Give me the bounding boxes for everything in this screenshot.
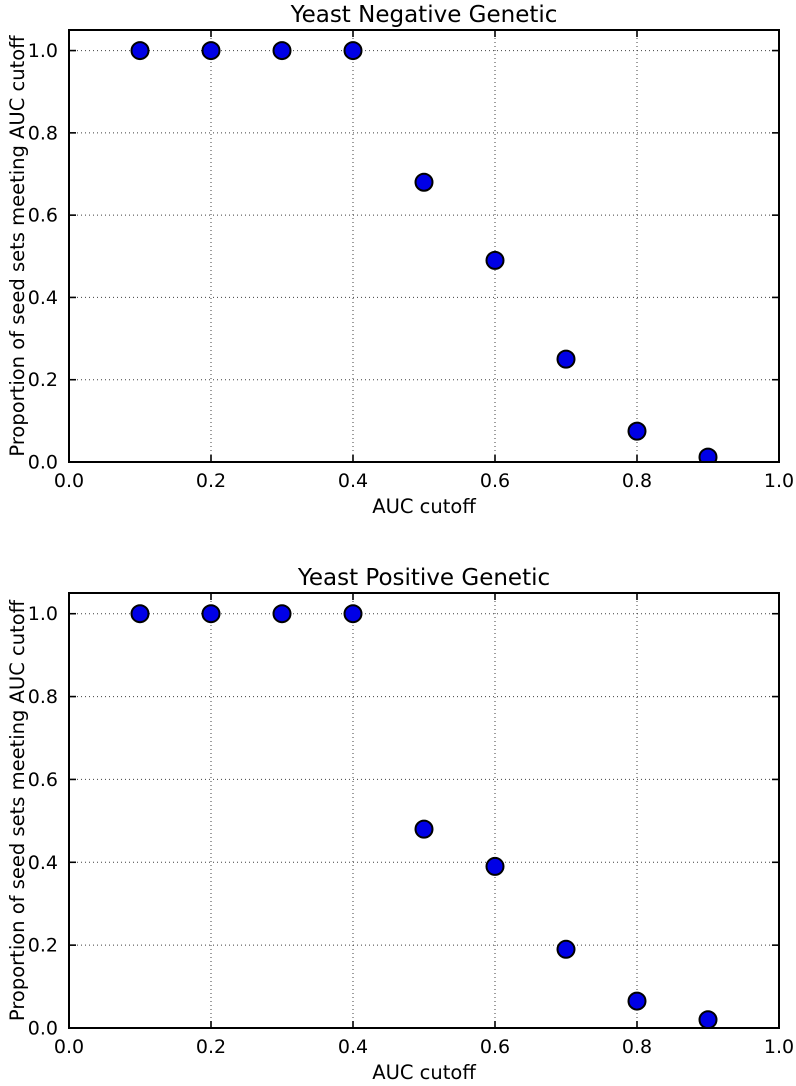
x-tick-label: 1.0 (764, 1036, 794, 1058)
x-tick-label: 0.6 (480, 1036, 510, 1058)
x-tick-label: 0.2 (196, 1036, 226, 1058)
x-tick-label: 0.4 (338, 1036, 368, 1058)
tick-marks (68, 593, 780, 1029)
data-point (414, 819, 434, 839)
x-tick-label: 0.4 (338, 470, 368, 492)
data-point (627, 421, 647, 441)
figure-yeast-positive-genetic: 0.0 0.2 0.4 0.6 0.8 1.0 0.0 0.2 0.4 0.6 0.8 1.0 Yeas… (0, 541, 796, 1084)
x-tick-label: 0.8 (622, 470, 652, 492)
figure-yeast-negative-genetic: 0.0 0.2 0.4 0.6 0.8 1.0 0.0 0.2 0.4 0.6 0.8 1.0 Yeas… (0, 0, 796, 541)
y-tick-label: 0.2 (28, 935, 58, 957)
data-points (130, 604, 718, 1029)
chart-yeast-negative-genetic: 0.0 0.2 0.4 0.6 0.8 1.0 0.0 0.2 0.4 0.6 0.8 1.0 Yeas… (0, 0, 796, 541)
data-point (485, 250, 505, 270)
chart-title: Yeast Negative Genetic (290, 2, 558, 28)
data-point (272, 41, 292, 61)
data-point (272, 604, 292, 624)
x-axis-label: AUC cutoff (372, 1061, 476, 1082)
data-point (343, 41, 363, 61)
x-tick-label: 1.0 (764, 470, 794, 492)
data-point (556, 349, 576, 369)
y-tick-label: 0.6 (28, 769, 58, 791)
y-tick-label: 0.0 (28, 1018, 58, 1040)
plot-background (0, 0, 796, 541)
y-tick-label: 0.4 (28, 852, 58, 874)
x-tick-label: 0.0 (54, 1036, 84, 1058)
data-point (201, 604, 221, 624)
x-tick-label: 0.2 (196, 470, 226, 492)
y-tick-label: 1.0 (28, 40, 58, 62)
chart-title: Yeast Positive Genetic (297, 565, 550, 591)
y-tick-label: 0.0 (28, 452, 58, 474)
data-points (130, 41, 718, 463)
tick-marks (68, 30, 780, 463)
y-tick-label: 0.2 (28, 369, 58, 391)
x-axis-label: AUC cutoff (372, 495, 476, 518)
x-tick-label: 0.8 (622, 1036, 652, 1058)
y-tick-label: 0.8 (28, 686, 58, 708)
y-tick-label: 0.8 (28, 122, 58, 144)
data-point (201, 41, 221, 61)
data-point (485, 856, 505, 876)
y-tick-label: 0.4 (28, 287, 58, 309)
plot-background (0, 541, 796, 1082)
y-tick-label: 0.6 (28, 205, 58, 227)
data-point (130, 604, 150, 624)
chart-yeast-positive-genetic: 0.0 0.2 0.4 0.6 0.8 1.0 0.0 0.2 0.4 0.6 0.8 1.0 Yeas… (0, 541, 796, 1084)
data-point (556, 939, 576, 959)
data-point (698, 1010, 718, 1029)
data-point (130, 41, 150, 61)
plot-border (68, 592, 780, 1029)
plot-border (68, 29, 780, 463)
data-point (698, 447, 718, 463)
data-point (343, 604, 363, 624)
y-tick-label: 1.0 (28, 603, 58, 625)
y-axis-label: Proportion of seed sets meeting AUC cuto… (6, 599, 29, 1021)
x-tick-label: 0.6 (480, 470, 510, 492)
data-point (414, 172, 434, 192)
data-point (627, 991, 647, 1011)
y-axis-label: Proportion of seed sets meeting AUC cuto… (6, 35, 29, 457)
x-tick-label: 0.0 (54, 470, 84, 492)
